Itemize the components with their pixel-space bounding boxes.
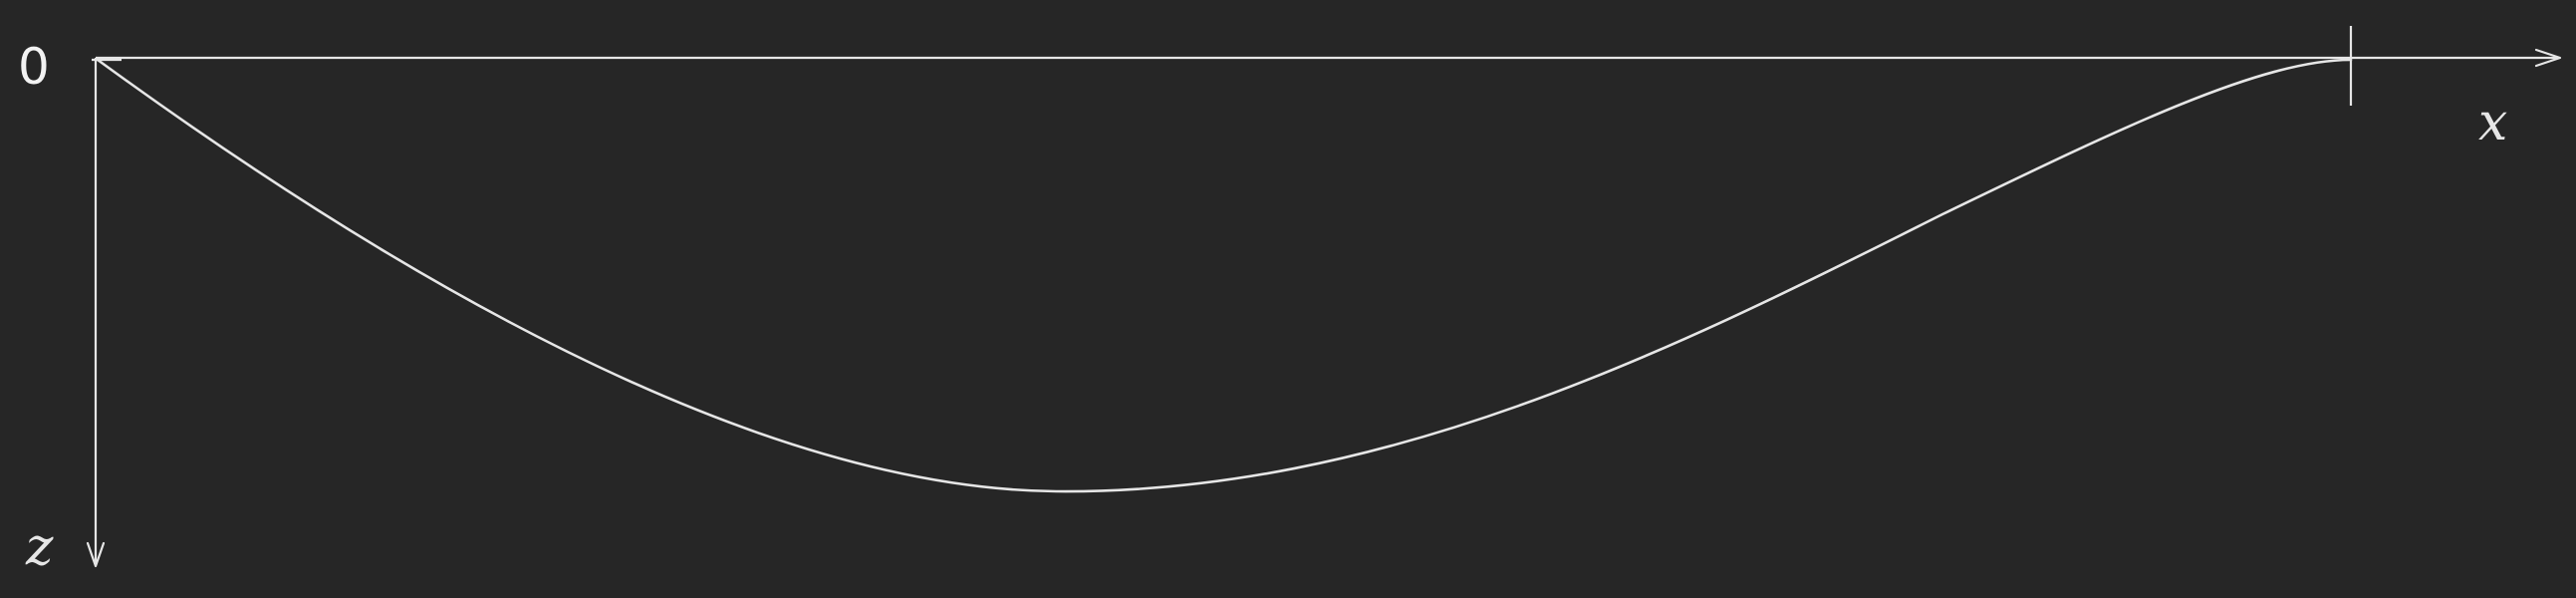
z-axis-arrowhead — [86, 541, 106, 568]
origin-label: 0 — [18, 38, 50, 96]
x-axis-label: x — [2478, 93, 2507, 152]
z-axis-label: z — [25, 517, 54, 577]
x-axis-arrowhead — [2534, 48, 2562, 68]
deflection-curve — [96, 58, 2353, 493]
